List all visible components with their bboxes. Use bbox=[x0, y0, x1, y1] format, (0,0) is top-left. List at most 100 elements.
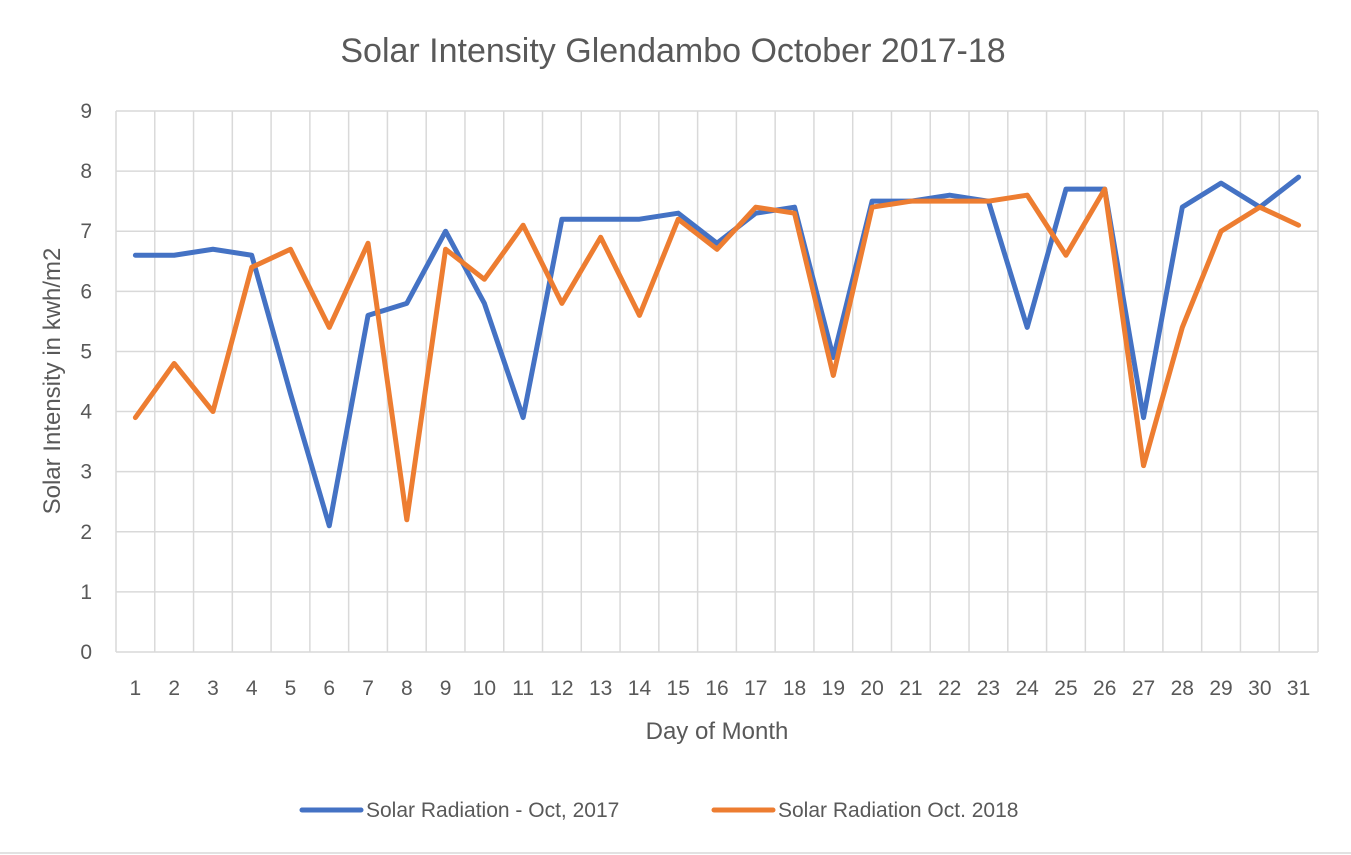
data-point bbox=[328, 326, 330, 328]
data-point bbox=[949, 200, 951, 202]
data-point bbox=[677, 212, 679, 214]
data-point bbox=[1104, 188, 1106, 190]
data-point bbox=[445, 248, 447, 250]
data-point bbox=[328, 525, 330, 527]
data-point bbox=[716, 248, 718, 250]
data-point bbox=[289, 393, 291, 395]
data-point bbox=[445, 230, 447, 232]
x-tick-label: 11 bbox=[512, 677, 534, 700]
data-point bbox=[173, 362, 175, 364]
data-point bbox=[289, 248, 291, 250]
y-tick-label: 3 bbox=[80, 461, 92, 484]
x-tick-label: 5 bbox=[285, 677, 297, 700]
data-point bbox=[871, 206, 873, 208]
data-point bbox=[212, 411, 214, 413]
chart-title: Solar Intensity Glendambo October 2017-1… bbox=[340, 32, 1005, 70]
y-tick-label: 7 bbox=[80, 220, 92, 243]
y-tick-label: 6 bbox=[80, 280, 92, 303]
data-point bbox=[173, 254, 175, 256]
x-axis-label: Day of Month bbox=[646, 718, 789, 745]
data-point bbox=[406, 519, 408, 521]
data-point bbox=[134, 254, 136, 256]
data-point bbox=[716, 242, 718, 244]
data-point bbox=[832, 374, 834, 376]
y-tick-label: 2 bbox=[80, 521, 92, 544]
x-tick-label: 25 bbox=[1054, 677, 1077, 700]
data-point bbox=[794, 212, 796, 214]
data-point bbox=[1026, 326, 1028, 328]
x-tick-label: 26 bbox=[1093, 677, 1116, 700]
data-point bbox=[134, 417, 136, 419]
data-point bbox=[638, 218, 640, 220]
y-axis-ticks: 0 1 2 3 4 5 6 7 8 9 bbox=[80, 100, 92, 664]
x-tick-label: 12 bbox=[550, 677, 573, 700]
x-tick-label: 29 bbox=[1209, 677, 1232, 700]
data-point bbox=[638, 314, 640, 316]
x-tick-label: 15 bbox=[667, 677, 690, 700]
x-tick-label: 21 bbox=[899, 677, 922, 700]
data-point bbox=[1298, 176, 1300, 178]
data-point bbox=[483, 302, 485, 304]
data-point bbox=[949, 194, 951, 196]
x-tick-label: 30 bbox=[1248, 677, 1271, 700]
x-tick-label: 8 bbox=[401, 677, 413, 700]
x-tick-label: 7 bbox=[362, 677, 374, 700]
data-point bbox=[1220, 182, 1222, 184]
data-point bbox=[251, 254, 253, 256]
x-tick-label: 24 bbox=[1016, 677, 1040, 700]
x-tick-label: 28 bbox=[1171, 677, 1194, 700]
x-tick-label: 23 bbox=[977, 677, 1000, 700]
x-tick-label: 4 bbox=[246, 677, 258, 700]
x-tick-label: 18 bbox=[783, 677, 806, 700]
data-point bbox=[832, 356, 834, 358]
data-point bbox=[910, 200, 912, 202]
data-point bbox=[212, 248, 214, 250]
data-point bbox=[406, 302, 408, 304]
data-point bbox=[1065, 254, 1067, 256]
data-point bbox=[1259, 206, 1261, 208]
y-tick-label: 1 bbox=[80, 581, 92, 604]
x-tick-label: 17 bbox=[744, 677, 767, 700]
data-point bbox=[1026, 194, 1028, 196]
x-tick-label: 3 bbox=[207, 677, 219, 700]
x-tick-label: 27 bbox=[1132, 677, 1155, 700]
x-tick-label: 13 bbox=[589, 677, 612, 700]
y-axis-label: Solar Intensity in kwh/m2 bbox=[39, 248, 66, 515]
y-tick-label: 9 bbox=[80, 100, 92, 123]
legend-label: Solar Radiation Oct. 2018 bbox=[778, 799, 1018, 822]
y-tick-label: 8 bbox=[80, 160, 92, 183]
series-lines bbox=[132, 174, 1302, 529]
data-point bbox=[987, 200, 989, 202]
grid bbox=[115, 110, 1319, 653]
data-point bbox=[1143, 417, 1145, 419]
legend: Solar Radiation - Oct, 2017 Solar Radiati… bbox=[299, 799, 1018, 822]
y-tick-label: 0 bbox=[80, 641, 92, 664]
data-point bbox=[600, 218, 602, 220]
data-point bbox=[600, 236, 602, 238]
x-tick-label: 14 bbox=[628, 677, 652, 700]
data-point bbox=[251, 266, 253, 268]
data-point bbox=[561, 302, 563, 304]
x-tick-label: 6 bbox=[323, 677, 335, 700]
y-tick-label: 5 bbox=[80, 340, 92, 363]
data-point bbox=[1143, 465, 1145, 467]
x-tick-label: 19 bbox=[822, 677, 845, 700]
data-point bbox=[561, 218, 563, 220]
x-tick-label: 1 bbox=[130, 677, 142, 700]
x-tick-label: 20 bbox=[860, 677, 883, 700]
x-tick-label: 10 bbox=[473, 677, 496, 700]
data-point bbox=[367, 314, 369, 316]
data-point bbox=[755, 206, 757, 208]
y-tick-label: 4 bbox=[80, 401, 92, 424]
x-tick-label: 2 bbox=[168, 677, 180, 700]
x-tick-label: 9 bbox=[440, 677, 452, 700]
x-tick-label: 31 bbox=[1287, 677, 1310, 700]
data-point bbox=[1220, 230, 1222, 232]
data-point bbox=[483, 278, 485, 280]
x-tick-label: 22 bbox=[938, 677, 961, 700]
data-point bbox=[1181, 326, 1183, 328]
data-point bbox=[1065, 188, 1067, 190]
data-point bbox=[1181, 206, 1183, 208]
data-point bbox=[367, 242, 369, 244]
